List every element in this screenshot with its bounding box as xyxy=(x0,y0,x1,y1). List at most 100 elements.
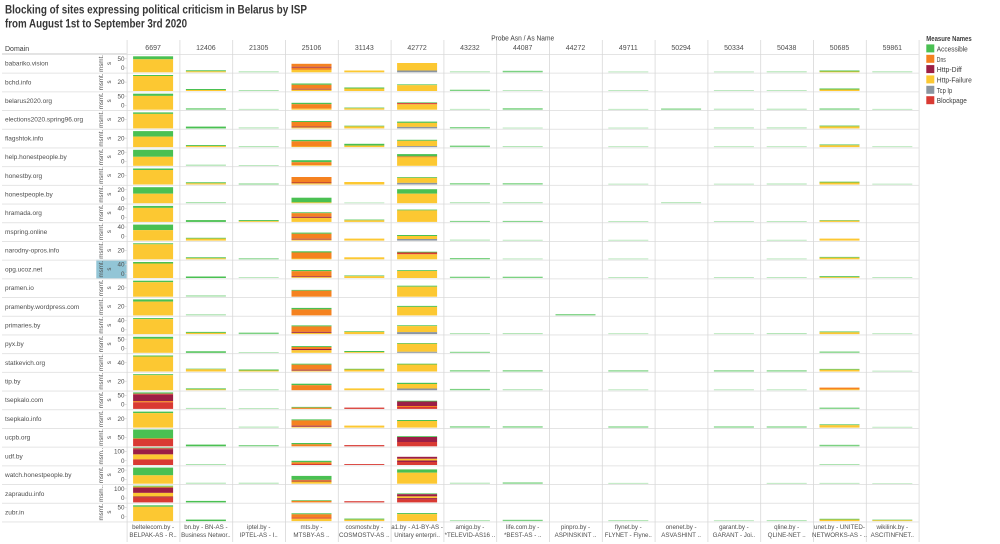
svg-text:s: s xyxy=(106,398,113,401)
svg-text:help.honestpeople.by: help.honestpeople.by xyxy=(5,154,68,161)
svg-text:s: s xyxy=(106,286,113,289)
svg-text:40: 40 xyxy=(117,318,125,325)
svg-text:0: 0 xyxy=(121,65,125,72)
svg-text:20: 20 xyxy=(117,378,125,385)
svg-text:msmt.: msmt. xyxy=(98,92,105,109)
svg-text:iptel.by -: iptel.by - xyxy=(247,524,270,531)
svg-text:s: s xyxy=(106,80,113,83)
svg-text:50: 50 xyxy=(117,56,125,63)
svg-text:msmt.: msmt. xyxy=(98,242,105,259)
svg-text:mspring.online: mspring.online xyxy=(5,229,48,236)
svg-text:msmt.: msmt. xyxy=(98,373,105,390)
svg-text:s: s xyxy=(106,417,113,420)
svg-text:IPTEL-AS - I..: IPTEL-AS - I.. xyxy=(240,532,278,539)
svg-text:pinpro.by -: pinpro.by - xyxy=(561,524,590,531)
svg-text:42772: 42772 xyxy=(407,45,427,52)
svg-text:s: s xyxy=(106,268,113,271)
svg-text:msmt.: msmt. xyxy=(98,466,105,483)
svg-text:ASPINSKINT ..: ASPINSKINT .. xyxy=(555,532,597,539)
svg-text:msmt.: msmt. xyxy=(98,186,105,203)
svg-text:ASCITINFNET..: ASCITINFNET.. xyxy=(871,532,915,539)
svg-text:garant.by -: garant.by - xyxy=(719,524,749,531)
svg-text:msmt.: msmt. xyxy=(98,391,105,408)
svg-text:msmt.: msmt. xyxy=(98,73,105,90)
svg-text:narodny-opros.info: narodny-opros.info xyxy=(5,248,60,255)
svg-text:20: 20 xyxy=(117,416,125,423)
svg-text:beltelecom.by -: beltelecom.by - xyxy=(132,524,174,531)
svg-text:onenet.by -: onenet.by - xyxy=(666,524,697,531)
svg-text:msmt.: msmt. xyxy=(98,260,105,277)
svg-text:FLYNET - Flyne..: FLYNET - Flyne.. xyxy=(605,532,652,539)
svg-text:flynet.by -: flynet.by - xyxy=(615,524,642,531)
svg-text:50294: 50294 xyxy=(671,45,691,52)
svg-text:s: s xyxy=(106,380,113,383)
svg-text:s: s xyxy=(106,436,113,439)
svg-text:20: 20 xyxy=(117,187,125,194)
svg-text:s: s xyxy=(106,99,113,102)
svg-text:s: s xyxy=(106,473,113,476)
svg-text:msmt.: msmt. xyxy=(98,354,105,371)
svg-text:msmt.: msmt. xyxy=(98,410,105,427)
svg-text:20: 20 xyxy=(117,135,125,142)
svg-text:s: s xyxy=(106,305,113,308)
svg-text:unet.by - UNITED-: unet.by - UNITED- xyxy=(814,524,865,531)
svg-text:50: 50 xyxy=(117,93,125,100)
svg-text:0: 0 xyxy=(121,458,125,465)
svg-text:31143: 31143 xyxy=(355,45,374,52)
svg-text:s: s xyxy=(106,118,113,121)
svg-text:0: 0 xyxy=(121,495,125,502)
svg-text:GARANT - Joi..: GARANT - Joi.. xyxy=(713,532,756,539)
svg-text:tsepkalo.com: tsepkalo.com xyxy=(5,397,43,404)
svg-text:msm..: msm.. xyxy=(98,447,105,464)
svg-text:Blockpage: Blockpage xyxy=(937,96,967,105)
svg-text:40: 40 xyxy=(117,262,125,269)
svg-text:msmt.: msmt. xyxy=(98,148,105,165)
svg-text:20: 20 xyxy=(117,467,125,474)
svg-text:honestpeople.by: honestpeople.by xyxy=(5,192,53,199)
svg-text:40: 40 xyxy=(117,224,125,231)
svg-text:Http-Diff: Http-Diff xyxy=(937,65,963,74)
svg-text:100: 100 xyxy=(114,449,125,456)
svg-text:s: s xyxy=(106,211,113,214)
svg-text:s: s xyxy=(106,361,113,364)
svg-text:msmt.: msmt. xyxy=(98,204,105,221)
svg-text:20: 20 xyxy=(117,173,125,180)
svg-text:wikilink.by -: wikilink.by - xyxy=(875,524,908,531)
svg-text:49711: 49711 xyxy=(619,45,638,52)
svg-text:s: s xyxy=(106,62,113,65)
svg-text:0: 0 xyxy=(121,233,125,240)
svg-text:100: 100 xyxy=(114,486,125,493)
svg-text:msmt.: msmt. xyxy=(98,298,105,315)
svg-text:Domain: Domain xyxy=(5,46,29,53)
svg-text:QLINE-NET ..: QLINE-NET .. xyxy=(768,532,806,539)
svg-text:msmt.: msmt. xyxy=(98,223,105,240)
svg-text:0: 0 xyxy=(121,346,125,353)
svg-text:40: 40 xyxy=(117,360,125,367)
svg-text:babariko.vision: babariko.vision xyxy=(5,61,49,68)
svg-text:ucpb.org: ucpb.org xyxy=(5,435,31,442)
svg-text:pramenby.wordpress.com: pramenby.wordpress.com xyxy=(5,304,79,311)
svg-text:20: 20 xyxy=(117,149,125,156)
svg-text:Tcp Ip: Tcp Ip xyxy=(937,86,952,95)
svg-text:MTSBY-AS ..: MTSBY-AS .. xyxy=(293,532,329,539)
svg-text:belarus2020.org: belarus2020.org xyxy=(5,98,52,105)
svg-text:s: s xyxy=(106,324,113,327)
svg-text:*BEST-AS - ..: *BEST-AS - .. xyxy=(504,532,542,539)
svg-text:0: 0 xyxy=(121,196,125,203)
svg-text:Probe Asn / As Name: Probe Asn / As Name xyxy=(491,36,554,43)
svg-text:a1.by - A1-BY-AS -: a1.by - A1-BY-AS - xyxy=(391,524,443,531)
svg-text:25106: 25106 xyxy=(302,45,322,52)
svg-text:59861: 59861 xyxy=(883,45,903,52)
svg-text:primaries.by: primaries.by xyxy=(5,323,41,330)
svg-text:s: s xyxy=(106,137,113,140)
svg-text:50: 50 xyxy=(117,393,125,400)
svg-text:msmt.: msmt. xyxy=(98,429,105,446)
svg-text:44272: 44272 xyxy=(566,45,586,52)
svg-text:21305: 21305 xyxy=(249,45,269,52)
svg-text:tip.by: tip.by xyxy=(5,379,21,386)
svg-text:s: s xyxy=(106,249,113,252)
svg-text:msm..: msm.. xyxy=(98,485,105,502)
svg-text:msmt.: msmt. xyxy=(98,111,105,128)
svg-text:NETWORKS-AS - ..: NETWORKS-AS - .. xyxy=(812,532,867,539)
svg-text:Accessible: Accessible xyxy=(937,44,968,53)
